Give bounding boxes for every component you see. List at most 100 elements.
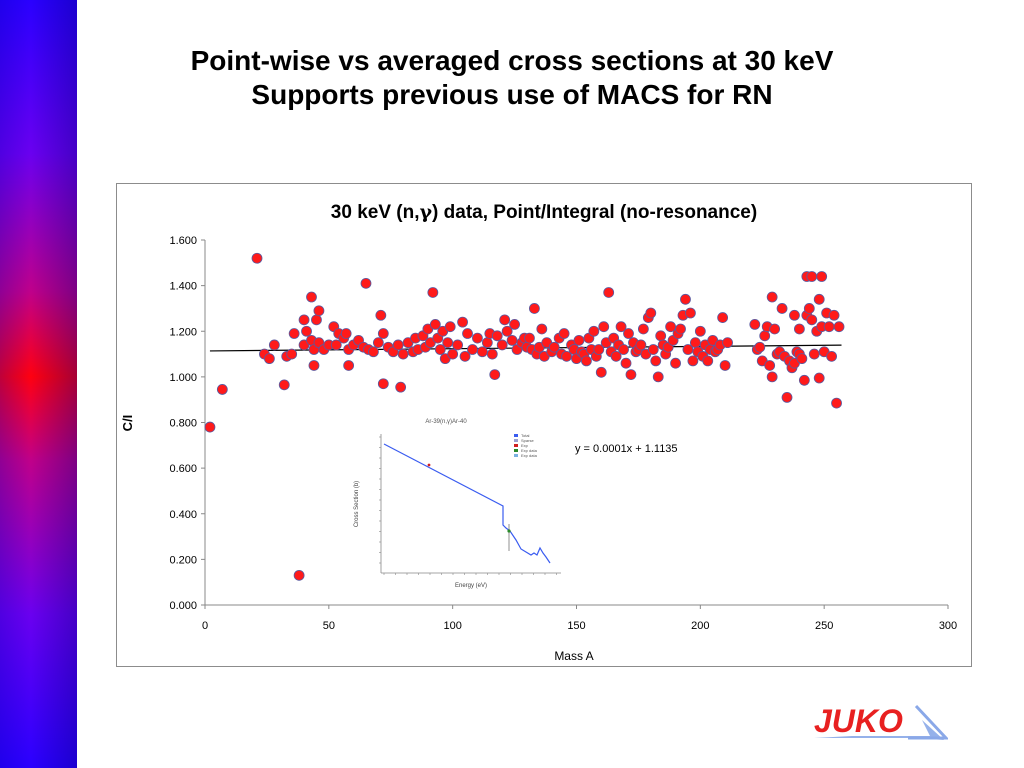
y-tick-label: 1.000 [169, 372, 197, 384]
inset-chart: Ar-39(n,γ)Ar-40 Cross Section (b) Energy… [346, 419, 568, 589]
data-point [598, 321, 610, 333]
data-point [680, 293, 691, 305]
data-point [330, 339, 342, 351]
data-point [459, 350, 471, 362]
data-point [650, 355, 662, 367]
data-point [717, 312, 729, 323]
data-point [759, 330, 771, 342]
data-point [467, 344, 478, 355]
data-point [472, 332, 483, 344]
data-point [360, 277, 372, 289]
y-tick-label: 0.000 [169, 600, 197, 612]
data-point [694, 325, 706, 337]
data-point [764, 360, 776, 371]
data-point [427, 287, 439, 298]
data-point [524, 332, 535, 344]
data-point [675, 323, 686, 335]
data-point [457, 316, 468, 328]
inset-legend-swatch [514, 444, 518, 447]
data-point [377, 328, 389, 339]
data-point [625, 369, 637, 380]
data-point [766, 371, 778, 383]
data-point [687, 355, 699, 367]
data-point [491, 330, 503, 342]
data-point [343, 360, 355, 371]
data-point [637, 323, 649, 335]
data-point [803, 303, 815, 314]
x-tick-label: 200 [691, 620, 709, 632]
data-point [501, 325, 513, 337]
data-point [645, 307, 657, 319]
data-point [392, 339, 404, 351]
data-point [528, 303, 540, 314]
inset-data-point [427, 463, 431, 467]
data-point [442, 337, 454, 349]
y-tick-label: 0.800 [169, 418, 197, 430]
y-tick-label: 1.200 [169, 326, 197, 338]
data-point [652, 371, 664, 383]
data-point [749, 319, 761, 330]
data-point [278, 379, 290, 391]
data-point [682, 344, 694, 355]
data-point [288, 328, 300, 339]
data-point [268, 339, 280, 351]
y-tick-label: 0.200 [169, 554, 197, 566]
data-point [308, 360, 320, 371]
y-tick-label: 1.400 [169, 281, 197, 293]
y-tick-label: 0.400 [169, 509, 197, 521]
data-point [794, 323, 805, 335]
data-point [204, 421, 216, 433]
inset-x-label: Energy (eV) [455, 583, 487, 589]
inset-y-label: Cross Section (b) [354, 481, 360, 527]
data-point [823, 321, 835, 333]
data-point [789, 309, 800, 321]
slide-title: Point-wise vs averaged cross sections at… [80, 44, 944, 112]
chart-frame: 30 keV (n,γ) data, Point/Integral (no-re… [116, 183, 972, 667]
data-point [670, 357, 681, 369]
data-point [395, 381, 407, 393]
x-tick-label: 0 [202, 620, 208, 632]
x-tick-label: 50 [323, 620, 335, 632]
data-point [665, 321, 677, 333]
data-point [618, 344, 629, 355]
inset-legend-swatch [514, 434, 518, 437]
data-point [263, 353, 275, 365]
data-point [286, 348, 298, 360]
data-point [826, 350, 837, 362]
data-point [702, 355, 714, 367]
data-point [375, 309, 387, 321]
logo-text: JUKO [814, 703, 903, 739]
trendline-equation: y = 0.0001x + 1.1135 [575, 443, 678, 455]
data-point [499, 314, 511, 326]
data-point [444, 321, 456, 333]
x-tick-label: 100 [443, 620, 461, 632]
juko-logo: JUKO [814, 703, 948, 740]
inset-title: Ar-39(n,γ)Ar-40 [425, 419, 467, 425]
inset-legend-swatch [514, 454, 518, 457]
data-point [595, 366, 607, 378]
data-point [722, 337, 733, 349]
data-point [306, 291, 317, 303]
inset-cross-section-line [383, 443, 551, 564]
data-point [372, 337, 384, 349]
x-tick-label: 250 [815, 620, 833, 632]
data-point [615, 321, 627, 333]
data-point [216, 384, 228, 395]
data-point [635, 339, 647, 351]
data-point [769, 323, 781, 335]
data-point [481, 337, 493, 349]
data-point [623, 328, 634, 339]
inset-legend-label: Total [521, 433, 530, 438]
data-point [301, 325, 312, 337]
x-tick-label: 300 [939, 620, 957, 632]
data-point [311, 314, 322, 326]
data-point [813, 372, 825, 384]
data-point [828, 309, 840, 321]
data-point [447, 348, 459, 360]
y-tick-label: 0.600 [169, 463, 197, 475]
data-point [573, 334, 585, 346]
scatter-chart: 30 keV (n,γ) data, Point/Integral (no-re… [120, 201, 957, 663]
data-point [719, 360, 731, 371]
data-point [796, 353, 808, 365]
data-point [509, 319, 520, 330]
